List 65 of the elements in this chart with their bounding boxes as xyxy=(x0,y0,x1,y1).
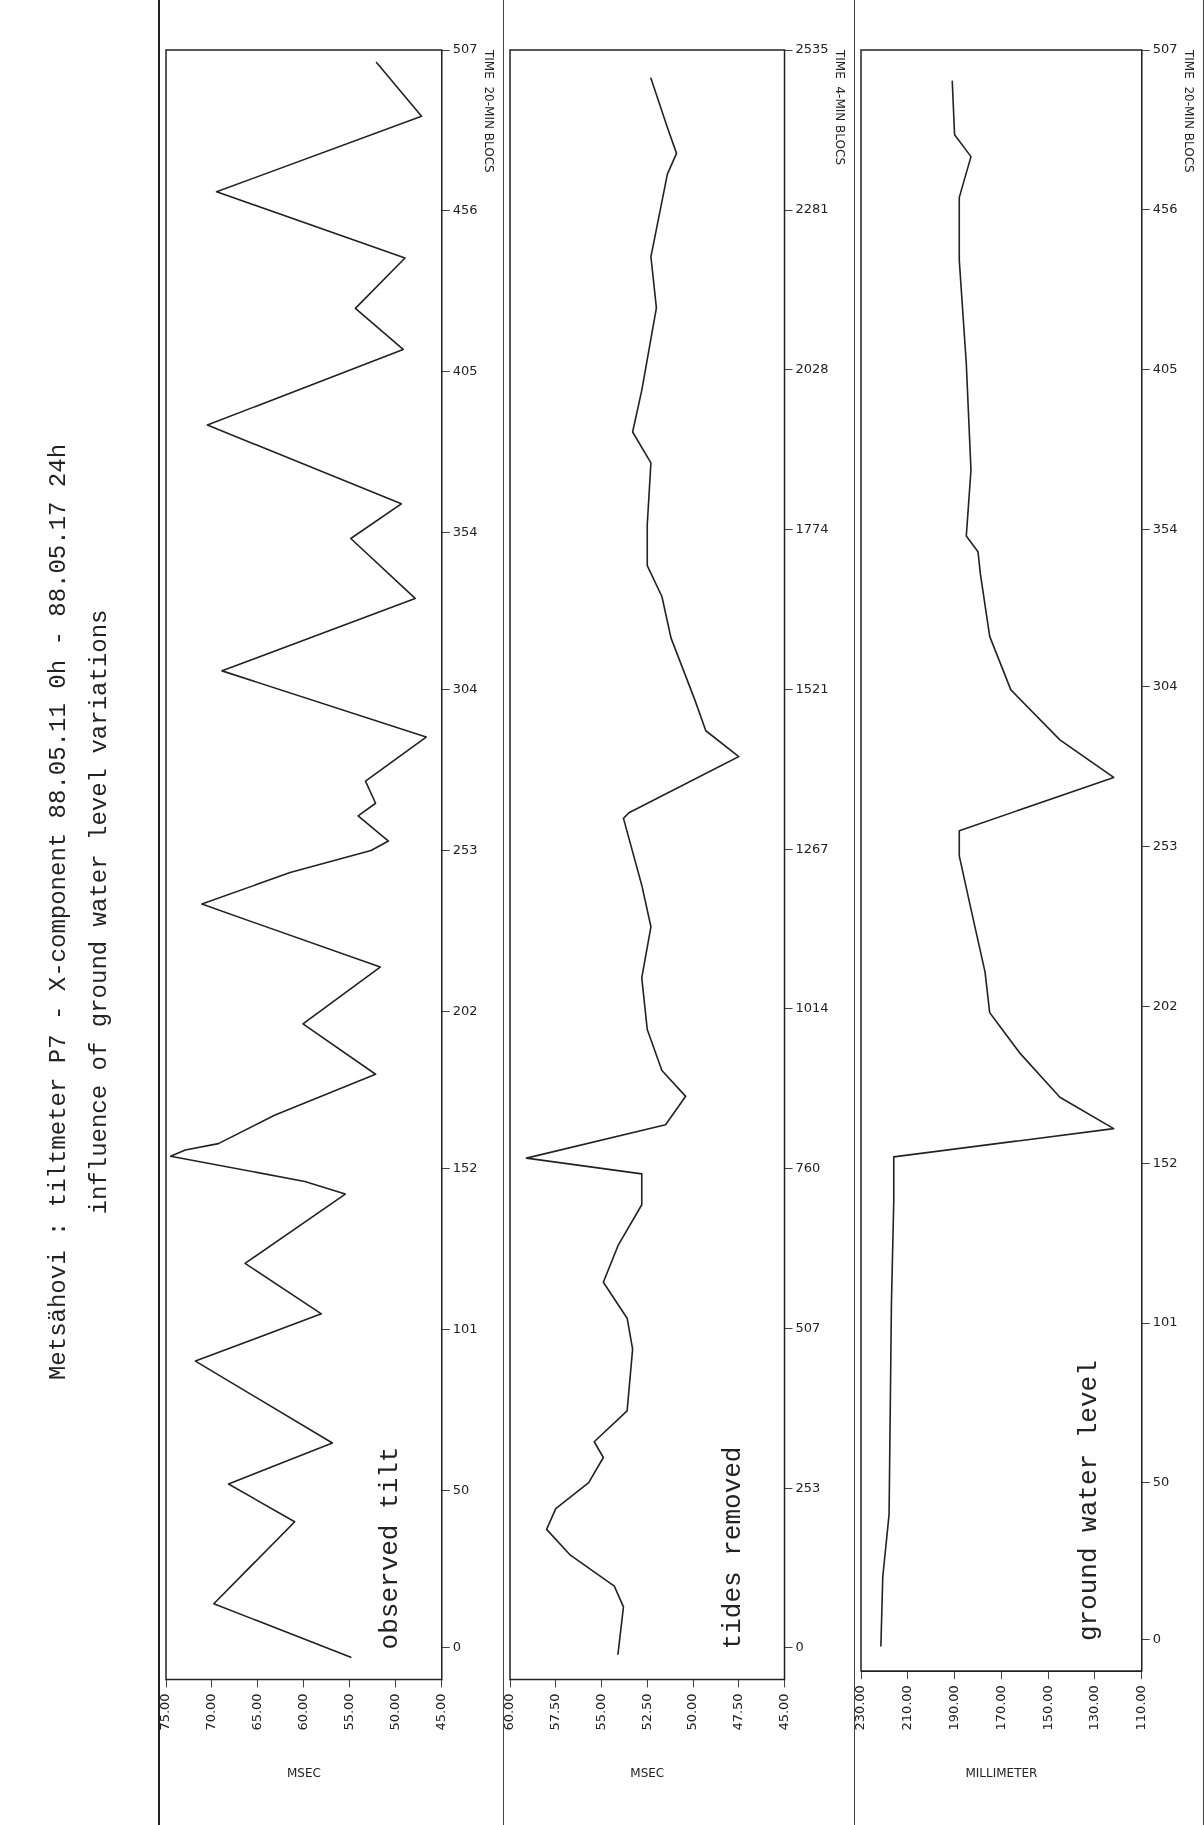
x-tick-label: 52.50 xyxy=(638,1693,654,1731)
y-tick-label: 1014 xyxy=(795,1000,829,1016)
y-tick-label: 354 xyxy=(452,523,478,539)
x-tick-label: 130.00 xyxy=(1086,1685,1102,1731)
y-tick-label: 304 xyxy=(452,681,478,697)
y-tick-label: 152 xyxy=(452,1160,478,1176)
y-axis-title: TIME 20-MIN BLOCS xyxy=(1181,49,1196,173)
text: tides removed xyxy=(717,1446,748,1650)
x-tick-label: 60.00 xyxy=(501,1693,517,1731)
y-tick-label: 0 xyxy=(1152,1631,1162,1647)
y-tick-label: 507 xyxy=(795,1319,821,1335)
y-tick-label: 760 xyxy=(795,1160,821,1176)
y-tick-label: 253 xyxy=(1152,837,1178,853)
x-tick-label: 50.00 xyxy=(387,1693,403,1731)
y-tick-label: 1521 xyxy=(795,680,829,696)
x-axis-title: MILLIMETER xyxy=(965,1765,1038,1780)
y-tick-label: 50 xyxy=(452,1481,470,1497)
x-tick-label: 210.00 xyxy=(899,1685,915,1731)
y-tick-label: 2028 xyxy=(795,360,829,376)
y-axis-title: TIME 4-MIN BLOCS xyxy=(832,49,847,166)
y-tick-label: 101 xyxy=(1152,1314,1178,1330)
y-tick-label: 253 xyxy=(452,841,478,857)
y-tick-label: 101 xyxy=(452,1320,478,1336)
y-tick-label: 456 xyxy=(452,202,478,218)
y-tick-label: 0 xyxy=(452,1639,462,1655)
x-tick-label: 55.00 xyxy=(592,1693,608,1731)
y-tick-label: 2281 xyxy=(795,201,829,217)
x-axis-title: MSEC xyxy=(630,1765,665,1780)
y-tick-label: 405 xyxy=(1152,361,1178,377)
y-tick-label: 0 xyxy=(795,1639,804,1655)
text: ground water level xyxy=(1074,1360,1105,1642)
x-tick-label: 45.00 xyxy=(775,1693,791,1731)
y-tick-label: 507 xyxy=(452,41,478,57)
x-tick-label: 190.00 xyxy=(945,1685,961,1731)
x-tick-label: 110.00 xyxy=(1133,1685,1149,1731)
y-tick-label: 354 xyxy=(1152,521,1178,537)
x-tick-label: 57.50 xyxy=(547,1693,563,1731)
y-tick-label: 253 xyxy=(795,1479,821,1495)
y-tick-label: 1774 xyxy=(795,521,829,537)
x-axis-title: MSEC xyxy=(286,1765,321,1780)
y-axis-title: TIME 20-MIN BLOCS xyxy=(481,49,496,173)
x-tick-label: 60.00 xyxy=(295,1693,311,1731)
text: influence of ground water level variations xyxy=(85,608,113,1217)
y-tick-label: 456 xyxy=(1152,201,1178,217)
y-tick-label: 1267 xyxy=(795,840,829,856)
x-tick-label: 75.00 xyxy=(157,1693,173,1731)
y-tick-label: 405 xyxy=(452,362,478,378)
x-tick-label: 65.00 xyxy=(249,1693,265,1731)
y-tick-label: 202 xyxy=(1152,997,1178,1013)
x-tick-label: 45.00 xyxy=(433,1693,449,1731)
y-tick-label: 507 xyxy=(1152,41,1178,57)
x-tick-label: 55.00 xyxy=(341,1693,357,1731)
y-tick-label: 2535 xyxy=(795,41,829,57)
x-tick-label: 150.00 xyxy=(1039,1685,1055,1731)
x-tick-label: 170.00 xyxy=(992,1685,1008,1731)
text: Metsähovi : tiltmeter P7 - X-component 88.05.11 0h - 88.05.17 24h xyxy=(45,442,72,1383)
y-tick-label: 50 xyxy=(1152,1474,1170,1490)
x-tick-label: 70.00 xyxy=(203,1693,219,1731)
text: observed tilt xyxy=(375,1446,406,1650)
y-tick-label: 304 xyxy=(1152,677,1178,693)
x-tick-label: 47.50 xyxy=(730,1693,746,1731)
x-tick-label: 230.00 xyxy=(852,1685,868,1731)
y-tick-label: 152 xyxy=(1152,1154,1178,1170)
y-tick-label: 202 xyxy=(452,1002,478,1018)
x-tick-label: 50.00 xyxy=(684,1693,700,1731)
